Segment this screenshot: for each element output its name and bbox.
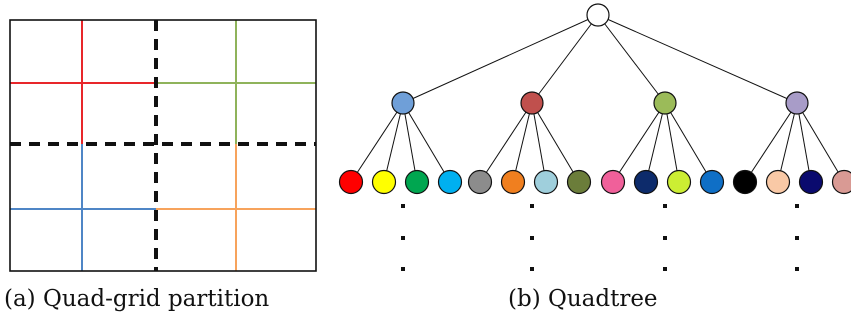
quadtree-leaf-node <box>633 169 659 195</box>
quadtree-ellipsis <box>401 204 799 271</box>
quadtree-leaf-node <box>467 169 493 195</box>
quadtree-child-node <box>653 91 677 115</box>
quadtree-leaf-node <box>500 169 526 195</box>
quadtree-leaf-node <box>666 169 692 195</box>
child-to-leaf-edge <box>350 102 404 183</box>
child-to-leaf-edge <box>645 102 666 183</box>
quadtree-leaf-node <box>371 169 397 195</box>
quadtree-child-node <box>520 91 544 115</box>
caption-quad-grid-partition: (a) Quad-grid partition <box>4 286 270 312</box>
quadtree-leaf-node <box>699 169 725 195</box>
root-to-child-edge <box>597 14 666 104</box>
ellipsis-dot <box>663 204 667 208</box>
ellipsis-dot <box>530 204 534 208</box>
ellipsis-dot <box>795 236 799 240</box>
child-to-leaf-edge <box>512 102 533 183</box>
ellipsis-dot <box>663 236 667 240</box>
ellipsis-dot <box>401 236 405 240</box>
child-to-leaf-edge <box>612 102 666 183</box>
quadtree-leaf-node <box>765 169 791 195</box>
child-to-leaf-edge <box>796 102 812 183</box>
caption-quadtree: (b) Quadtree <box>508 286 658 312</box>
ellipsis-dot <box>663 267 667 271</box>
ellipsis-dot <box>401 267 405 271</box>
root-to-child-edge <box>402 14 599 104</box>
ellipsis-dot <box>795 204 799 208</box>
quadtree-leaf-node <box>732 169 758 195</box>
child-to-leaf-edge <box>744 102 798 183</box>
quadtree-nodes <box>338 3 851 195</box>
ellipsis-dot <box>795 267 799 271</box>
quadtree-leaf-node <box>533 169 559 195</box>
child-to-leaf-edge <box>796 102 845 183</box>
child-to-leaf-edge <box>402 102 418 183</box>
child-to-leaf-edge <box>777 102 798 183</box>
grid-border <box>9 19 317 272</box>
quadtree-leaf-node <box>831 169 851 195</box>
quadtree-root-node <box>586 3 610 27</box>
child-to-leaf-edge <box>383 102 404 183</box>
ellipsis-dot <box>530 236 534 240</box>
root-to-child-edge <box>597 14 798 104</box>
root-to-child-edge <box>531 14 599 104</box>
quadtree-child-node <box>391 91 415 115</box>
quadtree-edges <box>350 14 845 183</box>
quadtree-child-node <box>785 91 809 115</box>
child-to-leaf-edge <box>531 102 580 183</box>
ellipsis-dot <box>530 267 534 271</box>
child-to-leaf-edge <box>479 102 533 183</box>
quadtree-leaf-node <box>600 169 626 195</box>
child-to-leaf-edge <box>664 102 713 183</box>
ellipsis-dot <box>401 204 405 208</box>
child-to-leaf-edge <box>664 102 680 183</box>
quadtree-leaf-node <box>437 169 463 195</box>
quadtree-leaf-node <box>566 169 592 195</box>
quadtree-leaf-node <box>338 169 364 195</box>
quadtree-leaf-node <box>404 169 430 195</box>
child-to-leaf-edge <box>402 102 451 183</box>
quad-grid-panel <box>9 19 317 272</box>
child-to-leaf-edge <box>531 102 547 183</box>
quadtree-leaf-node <box>798 169 824 195</box>
